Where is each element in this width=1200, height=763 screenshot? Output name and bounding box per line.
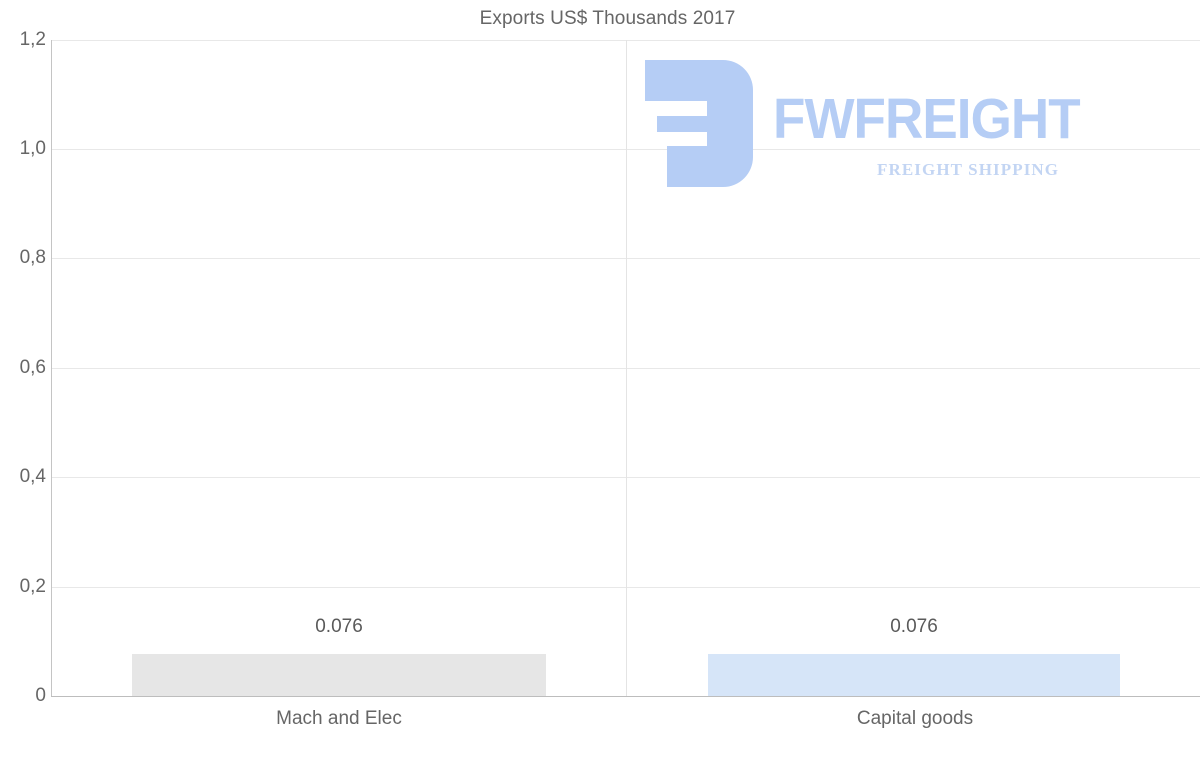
gridline [51, 258, 1200, 259]
x-axis-label-capital-goods: Capital goods [856, 708, 974, 729]
chart-title: Exports US$ Thousands 2017 [479, 8, 736, 29]
y-axis-line [51, 40, 52, 697]
bar-value-label-capital-goods: 0.076 [890, 616, 938, 637]
category-separator-gridline [626, 40, 627, 697]
y-tick-label: 0,2 [19, 576, 46, 597]
gridline [51, 368, 1200, 369]
plot-area [51, 40, 1200, 697]
gridline [51, 587, 1200, 588]
bar-mach-and-elec[interactable] [132, 654, 546, 696]
y-tick-label: 0,4 [19, 466, 46, 487]
gridline [51, 149, 1200, 150]
y-tick-label: 1,0 [19, 138, 46, 159]
y-tick-label: 0,6 [19, 357, 46, 378]
x-axis-label-mach-and-elec: Mach and Elec [276, 708, 402, 729]
gridline [51, 40, 1200, 41]
x-axis-line [51, 696, 1200, 697]
y-tick-label: 0 [35, 685, 46, 706]
bar-capital-goods[interactable] [708, 654, 1120, 696]
y-tick-label: 1,2 [19, 29, 46, 50]
bar-value-label-mach-and-elec: 0.076 [315, 616, 363, 637]
y-tick-label: 0,8 [19, 247, 46, 268]
gridline [51, 477, 1200, 478]
y-axis-tick-labels: 1,2 1,0 0,8 0,6 0,4 0,2 0 [0, 0, 46, 763]
